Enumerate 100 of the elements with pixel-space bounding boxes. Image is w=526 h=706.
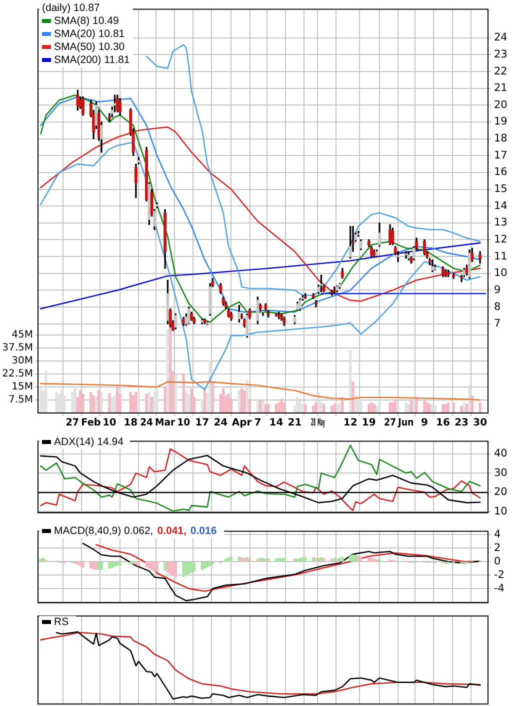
x-tick-label: Feb xyxy=(81,417,101,429)
bar xyxy=(372,558,376,562)
bar xyxy=(42,558,45,562)
bar xyxy=(354,554,357,562)
bar xyxy=(320,557,323,562)
y-tick-label: 0 xyxy=(494,555,501,568)
y-tick-label: 10 xyxy=(494,505,508,518)
candlestick xyxy=(314,300,318,308)
bar xyxy=(172,562,174,576)
legend-label: SMA(20) 10.81 xyxy=(54,28,125,40)
bar xyxy=(174,562,177,578)
candlestick xyxy=(332,286,336,294)
bar xyxy=(166,330,170,413)
bar xyxy=(200,562,204,570)
bar xyxy=(164,562,166,571)
bar xyxy=(338,558,342,562)
bar xyxy=(129,392,132,413)
x-tick-label: 27 xyxy=(384,417,396,429)
bar xyxy=(92,395,95,413)
x-tick-label: 24 xyxy=(140,417,154,429)
y-tick-label: 11 xyxy=(494,250,508,262)
bar xyxy=(134,392,138,413)
x-tick-label: 24 xyxy=(214,418,228,429)
bar xyxy=(145,394,148,413)
y-tick-label: 14 xyxy=(494,200,508,212)
x-tick-label: 28 xyxy=(311,416,316,428)
bar xyxy=(312,406,315,413)
legend-label: MACD(8,40,9) 0.062, xyxy=(54,525,154,537)
y-tick-label: 9 xyxy=(494,284,501,296)
bar xyxy=(423,400,426,413)
bar xyxy=(349,555,352,562)
bar xyxy=(349,350,352,413)
bar xyxy=(206,562,209,568)
bar xyxy=(341,556,344,562)
bar xyxy=(388,402,392,413)
x-tick-label: 18 xyxy=(124,418,138,429)
bar xyxy=(259,558,262,562)
y-tick-label: 24 xyxy=(494,32,508,44)
x-tick-label: May xyxy=(318,416,325,428)
bar xyxy=(282,558,286,562)
bar xyxy=(60,390,64,413)
x-tick-label: 10 xyxy=(102,417,116,429)
bar xyxy=(460,406,463,413)
bar xyxy=(259,400,262,413)
bar xyxy=(113,395,116,413)
bar xyxy=(169,328,172,413)
bar xyxy=(293,558,296,562)
bar xyxy=(94,562,98,570)
bar xyxy=(370,558,373,562)
bar xyxy=(137,392,140,413)
bar xyxy=(100,562,103,570)
legend-label: SMA(8) 10.49 xyxy=(54,15,119,27)
y2-tick-label: 45M xyxy=(12,330,33,341)
bar xyxy=(246,557,248,562)
x-tick-label: 17 xyxy=(195,418,210,429)
y-tick-label: 16 xyxy=(494,166,508,178)
bar xyxy=(248,558,252,562)
bar xyxy=(79,390,82,413)
y-tick-label: 20 xyxy=(494,486,508,498)
bar xyxy=(356,556,360,562)
y2-tick-label: 7.5M xyxy=(8,394,33,406)
bar xyxy=(208,562,212,566)
bar xyxy=(110,397,114,413)
bar xyxy=(134,562,138,565)
bar xyxy=(82,394,84,413)
x-tick-label: 12 xyxy=(343,418,358,429)
bar xyxy=(333,404,336,413)
bar xyxy=(240,557,244,562)
y-tick-label: 12 xyxy=(494,233,508,246)
bar xyxy=(317,558,320,562)
bar xyxy=(90,562,92,569)
bar xyxy=(156,562,158,572)
bar xyxy=(190,562,193,573)
x-tick-label: 9 xyxy=(420,418,428,429)
bar xyxy=(314,558,318,562)
bar xyxy=(312,557,315,562)
bar xyxy=(243,390,246,413)
bar xyxy=(90,392,92,413)
bar xyxy=(108,394,111,413)
text: 0.016 xyxy=(190,525,217,537)
bar xyxy=(98,390,100,413)
bar xyxy=(322,558,326,562)
bar xyxy=(145,562,148,568)
bar xyxy=(296,558,299,562)
bar xyxy=(227,394,230,413)
bar xyxy=(150,397,154,413)
x-tick-label: 19 xyxy=(362,418,376,429)
bar xyxy=(108,562,111,569)
y-tick-label: 10 xyxy=(494,267,508,280)
y-tick-label: 22 xyxy=(494,65,508,78)
bar xyxy=(478,402,482,413)
bar xyxy=(262,558,264,562)
bar xyxy=(230,556,233,562)
y-tick-label: 40 xyxy=(494,448,508,460)
x-tick-label: Mar xyxy=(155,417,176,429)
x-tick-label: 7 xyxy=(254,418,262,429)
bar xyxy=(39,558,42,562)
y-tick-label: 17 xyxy=(494,149,508,162)
bar xyxy=(208,360,212,413)
bar xyxy=(166,562,170,573)
